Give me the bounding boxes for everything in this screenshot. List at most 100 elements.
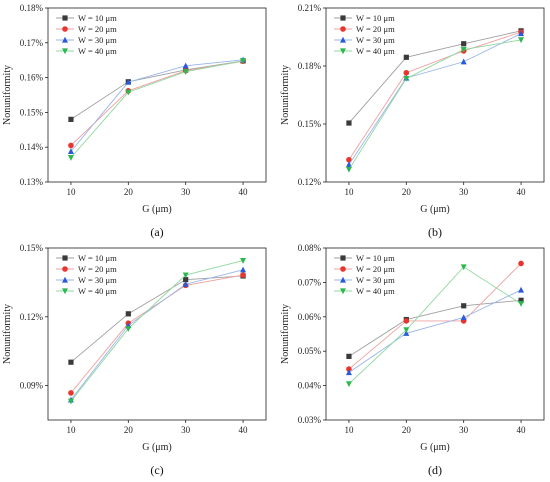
y-axis-label: Nonuniformity (280, 65, 291, 125)
y-tick-label: 0.12% (298, 177, 322, 187)
legend-marker (62, 276, 68, 283)
legend-label: W = 40 μm (356, 46, 395, 56)
legend-label: W = 20 μm (78, 24, 117, 34)
plot-frame (47, 247, 267, 421)
legend: W = 10 μmW = 20 μmW = 30 μmW = 40 μm (56, 13, 117, 56)
chart-panel-2: 0.12% 0.15% 0.18% 0.21% 10 20 30 40 G (μm) Nonuni… (280, 3, 545, 239)
x-tick-label: 10 (344, 425, 354, 435)
y-tick-label: 0.14% (20, 142, 44, 152)
x-axis-label: G (μm) (142, 204, 172, 215)
series-line (348, 289, 522, 373)
y-tick-label: 0.12% (20, 312, 44, 322)
y-tick-label: 0.04% (298, 381, 322, 391)
data-point (346, 353, 352, 359)
data-point (518, 30, 525, 37)
legend-marker (62, 255, 68, 261)
legend-label: W = 30 μm (78, 35, 117, 45)
data-point (182, 281, 189, 287)
x-tick-label: 10 (66, 187, 76, 197)
x-tick-label: 40 (517, 425, 527, 435)
legend-marker (340, 26, 346, 32)
x-tick-label: 20 (124, 187, 134, 197)
data-point (518, 37, 525, 44)
series-line (70, 269, 244, 401)
y-axis-label: Nonuniformity (2, 65, 13, 125)
chart-panel-4: 0.03% 0.04% 0.05% 0.06% 0.07% 0.08% 10 20 30 40 G … (280, 243, 545, 477)
data-point (125, 311, 131, 317)
legend: W = 10 μmW = 20 μmW = 30 μmW = 40 μm (334, 253, 395, 296)
data-point (460, 46, 467, 53)
x-axis-label: G (μm) (420, 204, 450, 215)
legend-label: W = 20 μm (78, 264, 117, 274)
legend-marker (340, 276, 346, 283)
legend-marker (340, 48, 346, 55)
data-point (125, 89, 132, 96)
panel-label: (d) (428, 463, 442, 477)
data-point (346, 156, 352, 163)
legend-marker (340, 15, 346, 21)
legend-marker (340, 266, 346, 272)
data-point (240, 58, 247, 65)
y-axis-label: Nonuniformity (2, 304, 13, 364)
data-point (403, 75, 410, 82)
data-point (183, 277, 189, 283)
data-point (182, 69, 189, 75)
plot-frame (325, 247, 545, 421)
legend-label: W = 40 μm (78, 286, 117, 296)
legend-label: W = 30 μm (356, 275, 395, 285)
x-tick-label: 40 (239, 425, 249, 435)
legend-marker (62, 15, 68, 21)
data-point (68, 390, 74, 396)
data-point (403, 318, 410, 324)
legend-marker (340, 255, 346, 261)
legend-label: W = 10 μm (78, 253, 117, 263)
legend: W = 10 μmW = 20 μmW = 30 μmW = 40 μm (56, 253, 117, 296)
x-tick-label: 10 (66, 425, 76, 435)
series-line (70, 60, 244, 158)
y-tick-label: 0.09% (20, 381, 44, 391)
y-tick-label: 0.06% (298, 312, 322, 322)
x-axis-label: G (μm) (142, 442, 172, 453)
legend-label: W = 40 μm (78, 46, 117, 56)
y-tick-label: 0.16% (20, 73, 44, 83)
legend: W = 10 μmW = 20 μmW = 30 μmW = 40 μm (334, 13, 395, 56)
y-tick-label: 0.15% (20, 243, 44, 253)
data-point (518, 286, 525, 293)
data-point (345, 166, 352, 173)
chart-panel-1: 0.13% 0.14% 0.15% 0.16% 0.17% 0.18% 10 20 30 40 G … (2, 3, 267, 239)
x-axis-label: G (μm) (420, 442, 450, 453)
x-tick-label: 10 (344, 187, 354, 197)
data-point (460, 314, 467, 321)
legend-label: W = 10 μm (356, 253, 395, 263)
data-point (461, 41, 467, 47)
legend-marker (340, 36, 346, 43)
legend-label: W = 30 μm (78, 275, 117, 285)
data-point (240, 272, 246, 278)
x-tick-label: 30 (459, 425, 469, 435)
data-point (182, 62, 189, 69)
series-line (348, 31, 522, 161)
x-tick-label: 30 (181, 187, 191, 197)
x-tick-label: 20 (402, 425, 412, 435)
x-tick-label: 20 (124, 425, 134, 435)
legend-label: W = 20 μm (356, 24, 395, 34)
data-point (125, 78, 132, 85)
data-point (403, 69, 410, 76)
data-point (518, 260, 524, 267)
chart-panel-3: 0.09% 0.12% 0.15% 10 20 30 40 G (μm) Nonuniformi… (2, 243, 267, 477)
legend-label: W = 10 μm (78, 13, 117, 23)
x-tick-label: 40 (239, 187, 249, 197)
legend-label: W = 20 μm (356, 264, 395, 274)
series-line (348, 299, 522, 357)
legend-marker (62, 288, 68, 295)
panel-label: (a) (150, 225, 163, 239)
series-line (70, 260, 244, 402)
data-point (67, 148, 74, 154)
x-tick-label: 20 (402, 187, 412, 197)
data-point (460, 58, 467, 65)
data-point (345, 369, 352, 376)
series-line (70, 60, 244, 120)
y-tick-label: 0.13% (20, 177, 44, 187)
data-point (345, 161, 352, 168)
